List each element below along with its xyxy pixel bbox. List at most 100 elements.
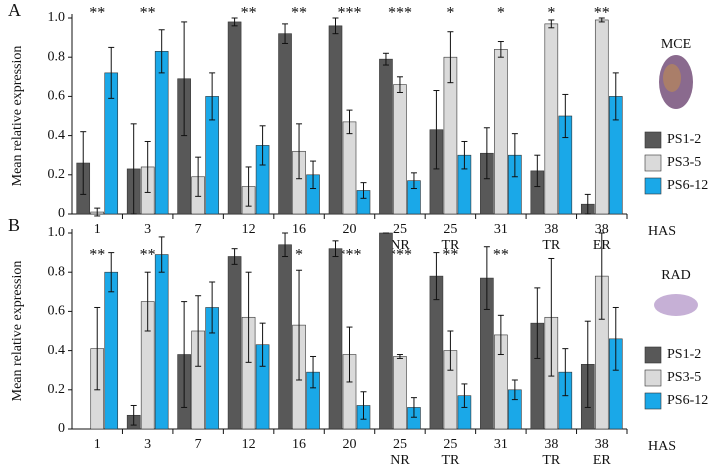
- bar: [544, 23, 559, 215]
- error-bar: [209, 281, 216, 334]
- x-tick-label: TR: [542, 453, 561, 464]
- y-tick-label: 0.2: [48, 167, 66, 182]
- inset-label: MCE: [661, 37, 691, 52]
- bar: [328, 25, 343, 215]
- error-bar: [382, 52, 389, 66]
- x-tick-label: 25: [443, 222, 457, 237]
- y-tick-label: 0.8: [48, 264, 66, 279]
- x-tick-label: 25: [443, 437, 457, 452]
- legend-swatch: [644, 346, 662, 364]
- error-bar: [433, 252, 440, 301]
- error-bar: [483, 246, 490, 310]
- significance: *: [295, 247, 303, 264]
- error-bar: [483, 127, 490, 180]
- x-tick-label: TR: [542, 238, 561, 253]
- bar: [278, 33, 292, 215]
- significance: **: [89, 247, 105, 264]
- significance: *: [547, 5, 555, 22]
- error-bar: [231, 17, 238, 27]
- significance: ***: [388, 5, 412, 22]
- error-bar: [80, 131, 87, 195]
- error-bar: [534, 154, 541, 188]
- error-bar: [108, 252, 115, 293]
- error-bar: [245, 166, 252, 207]
- error-bar: [612, 72, 619, 121]
- significance: **: [241, 5, 257, 22]
- y-tick-label: 0.6: [48, 89, 66, 104]
- error-bar: [584, 320, 591, 408]
- x-tick-label: 7: [195, 437, 202, 452]
- significance: ***: [338, 5, 362, 22]
- legend-swatch: [644, 131, 662, 149]
- error-bar: [548, 257, 555, 377]
- y-tick-label: 0: [58, 421, 65, 436]
- y-tick-label: 0.8: [48, 49, 66, 64]
- significance: *: [497, 5, 505, 22]
- x-tick-label: NR: [390, 453, 410, 464]
- legend-swatch: [644, 177, 662, 195]
- bar: [393, 356, 407, 430]
- error-bar: [130, 123, 137, 215]
- error-bar: [144, 271, 151, 332]
- error-bar: [332, 240, 339, 258]
- legend-swatch: [644, 154, 662, 172]
- significance: **: [291, 5, 307, 22]
- x-tick-label: TR: [441, 453, 460, 464]
- y-axis-label: Mean relative expression: [10, 261, 25, 402]
- x-axis-label: HAS: [648, 439, 676, 454]
- bar: [342, 121, 357, 215]
- error-bar: [332, 17, 339, 35]
- y-tick-label: 0: [58, 206, 65, 221]
- error-bar: [245, 271, 252, 363]
- x-tick-label: 12: [242, 222, 256, 237]
- x-tick-label: NR: [390, 238, 410, 253]
- error-bar: [181, 301, 188, 408]
- error-bar: [94, 207, 101, 217]
- error-bar: [410, 172, 417, 190]
- significance: **: [140, 247, 156, 264]
- legend-label: PS6-12: [667, 178, 708, 193]
- significance: **: [493, 247, 509, 264]
- legend-swatch: [644, 369, 662, 387]
- significance: **: [442, 247, 458, 264]
- error-bar: [310, 355, 317, 389]
- error-bar: [296, 123, 303, 180]
- error-bar: [195, 295, 202, 367]
- error-bar: [396, 354, 403, 359]
- y-tick-label: 0.2: [48, 382, 66, 397]
- error-bar: [360, 182, 367, 199]
- error-bar: [346, 326, 353, 383]
- error-bar: [310, 160, 317, 190]
- error-bar: [130, 404, 137, 426]
- bar: [278, 244, 292, 430]
- x-tick-label: 1: [94, 437, 101, 452]
- error-bar: [181, 21, 188, 137]
- error-bar: [259, 322, 266, 367]
- x-tick-label: 31: [494, 437, 508, 452]
- error-bar: [396, 76, 403, 93]
- x-tick-label: 31: [494, 222, 508, 237]
- bar: [154, 51, 169, 215]
- error-bar: [259, 125, 266, 166]
- error-bar: [108, 46, 115, 99]
- significance: ***: [388, 247, 412, 264]
- x-tick-label: 38: [544, 437, 558, 452]
- legend-label: PS1-2: [667, 132, 701, 147]
- bar: [393, 84, 407, 215]
- x-tick-label: 3: [144, 222, 151, 237]
- significance: **: [89, 5, 105, 22]
- x-tick-label: 1: [94, 222, 101, 237]
- x-tick-label: 25: [393, 222, 407, 237]
- x-tick-label: TR: [441, 238, 460, 253]
- x-tick-label: 16: [292, 437, 306, 452]
- bar: [154, 254, 169, 430]
- legend-label: PS1-2: [667, 347, 701, 362]
- error-bar: [360, 391, 367, 420]
- x-tick-label: 20: [343, 222, 357, 237]
- bar: [379, 232, 393, 430]
- error-bar: [461, 140, 468, 170]
- x-tick-label: 38: [595, 222, 609, 237]
- x-tick-label: 25: [393, 437, 407, 452]
- error-bar: [209, 72, 216, 121]
- error-bar: [346, 109, 353, 135]
